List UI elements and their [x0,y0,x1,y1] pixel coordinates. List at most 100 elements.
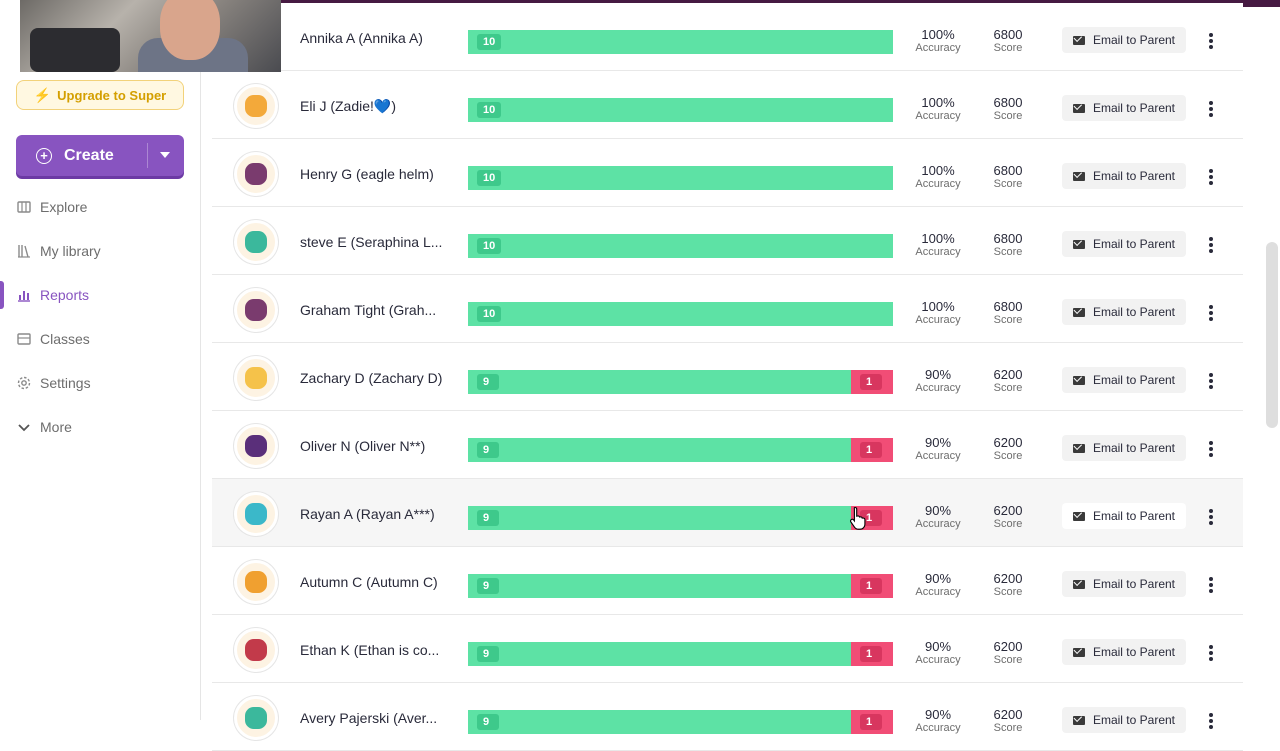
email-to-parent-button[interactable]: Email to Parent [1062,503,1186,529]
email-to-parent-button[interactable]: Email to Parent [1062,707,1186,733]
table-row[interactable]: Ethan K (Ethan is co... 9 1 90% Accuracy… [212,615,1243,683]
student-name[interactable]: Avery Pajerski (Aver... [300,710,438,726]
upgrade-label: Upgrade to Super [57,87,167,103]
accuracy-value: 90% [924,707,952,722]
student-name[interactable]: Henry G (eagle helm) [300,166,434,182]
score-value: 6200 [993,435,1023,450]
mail-icon [1072,103,1085,113]
email-to-parent-button[interactable]: Email to Parent [1062,299,1186,325]
table-row[interactable]: Rayan A (Rayan A***) 9 1 90% Accuracy 62… [212,479,1243,547]
email-to-parent-button[interactable]: Email to Parent [1062,95,1186,121]
more-options-icon[interactable] [1206,507,1216,527]
nav-settings[interactable]: Settings [0,365,200,401]
more-options-icon[interactable] [1206,371,1216,391]
table-row[interactable]: Zachary D (Zachary D) 9 1 90% Accuracy 6… [212,343,1243,411]
create-button[interactable]: + Create [16,135,184,176]
reports-icon [16,287,32,303]
table-row[interactable]: Autumn C (Autumn C) 9 1 90% Accuracy 620… [212,547,1243,615]
library-icon [16,243,32,259]
progress-bar[interactable]: 10 [468,166,893,190]
create-label: Create [64,146,114,164]
student-name[interactable]: steve E (Seraphina L... [300,234,443,250]
table-row[interactable]: Henry G (eagle helm) 10 100% Accuracy 68… [212,139,1243,207]
email-to-parent-button[interactable]: Email to Parent [1062,163,1186,189]
nav-reports[interactable]: Reports [0,277,200,313]
progress-bar[interactable]: 9 1 [468,370,893,394]
email-to-parent-label: Email to Parent [1092,305,1176,319]
nav-my-library[interactable]: My library [0,233,200,269]
score-stat: 6200 Score [978,639,1038,667]
accuracy-label: Accuracy [915,382,961,394]
table-row[interactable]: Annika A (Annika A) 10 100% Accuracy 680… [212,3,1243,71]
progress-bar[interactable]: 9 1 [468,574,893,598]
nav-explore[interactable]: Explore [0,189,200,225]
correct-segment: 10 [468,302,893,326]
progress-bar[interactable]: 9 1 [468,642,893,666]
correct-segment: 9 [468,438,851,462]
nav-more[interactable]: More [0,409,200,445]
email-to-parent-button[interactable]: Email to Parent [1062,27,1186,53]
progress-bar[interactable]: 10 [468,302,893,326]
student-name[interactable]: Annika A (Annika A) [300,30,423,46]
more-options-icon[interactable] [1206,167,1216,187]
nav-explore-label: Explore [40,199,88,215]
avatar [234,492,278,536]
table-row[interactable]: Graham Tight (Grah... 10 100% Accuracy 6… [212,275,1243,343]
nav-classes[interactable]: Classes [0,321,200,357]
accuracy-stat: 90% Accuracy [908,503,968,531]
student-results-list: Annika A (Annika A) 10 100% Accuracy 680… [212,0,1244,751]
more-options-icon[interactable] [1206,711,1216,731]
incorrect-segment: 1 [851,710,893,734]
table-row[interactable]: Eli J (Zadie!💙) 10 100% Accuracy 6800 Sc… [212,71,1243,139]
correct-count: 10 [477,306,502,322]
student-name[interactable]: Rayan A (Rayan A***) [300,506,435,522]
table-row[interactable]: Avery Pajerski (Aver... 9 1 90% Accuracy… [212,683,1243,751]
mail-icon [1072,579,1085,589]
email-to-parent-button[interactable]: Email to Parent [1062,231,1186,257]
upgrade-button[interactable]: ⚡ Upgrade to Super [16,80,184,110]
more-options-icon[interactable] [1206,235,1216,255]
progress-bar[interactable]: 9 1 [468,710,893,734]
more-options-icon[interactable] [1206,303,1216,323]
correct-segment: 10 [468,166,893,190]
more-options-icon[interactable] [1206,643,1216,663]
correct-count: 9 [477,442,499,458]
incorrect-count: 1 [860,578,882,594]
table-row[interactable]: steve E (Seraphina L... 10 100% Accuracy… [212,207,1243,275]
student-name[interactable]: Autumn C (Autumn C) [300,574,438,590]
avatar [234,356,278,400]
email-to-parent-button[interactable]: Email to Parent [1062,367,1186,393]
accuracy-label: Accuracy [915,518,961,530]
progress-bar[interactable]: 10 [468,98,893,122]
score-stat: 6200 Score [978,707,1038,735]
progress-bar[interactable]: 9 1 [468,438,893,462]
student-name[interactable]: Ethan K (Ethan is co... [300,642,440,658]
accuracy-stat: 90% Accuracy [908,707,968,735]
email-to-parent-button[interactable]: Email to Parent [1062,639,1186,665]
student-name[interactable]: Zachary D (Zachary D) [300,370,443,386]
email-to-parent-button[interactable]: Email to Parent [1062,571,1186,597]
student-name[interactable]: Graham Tight (Grah... [300,302,437,318]
more-options-icon[interactable] [1206,439,1216,459]
more-options-icon[interactable] [1206,575,1216,595]
progress-bar[interactable]: 9 1 [468,506,893,530]
mail-icon [1072,511,1085,521]
student-name[interactable]: Eli J (Zadie!💙) [300,98,397,114]
table-row[interactable]: Oliver N (Oliver N**) 9 1 90% Accuracy 6… [212,411,1243,479]
accuracy-label: Accuracy [915,42,961,54]
avatar [234,696,278,740]
score-label: Score [993,450,1023,462]
email-to-parent-button[interactable]: Email to Parent [1062,435,1186,461]
caret-down-icon[interactable] [160,152,170,158]
correct-count: 10 [477,170,502,186]
progress-bar[interactable]: 10 [468,234,893,258]
accuracy-value: 90% [924,367,952,382]
progress-bar[interactable]: 10 [468,30,893,54]
correct-segment: 9 [468,370,851,394]
nav-my-library-label: My library [40,243,101,259]
more-options-icon[interactable] [1206,99,1216,119]
student-name[interactable]: Oliver N (Oliver N**) [300,438,426,454]
score-value: 6800 [993,231,1023,246]
scrollbar-thumb[interactable] [1266,242,1278,428]
more-options-icon[interactable] [1206,31,1216,51]
